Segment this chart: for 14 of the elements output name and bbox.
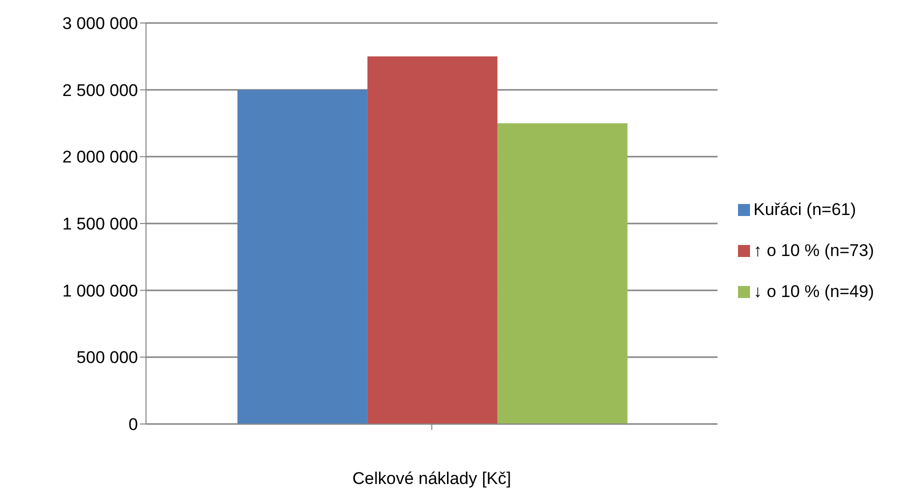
bar [367,56,498,424]
x-axis-title: Celkové náklady [Kč] [352,469,512,488]
legend-label: ↑ o 10 % (n=73) [754,240,874,260]
legend-label: Kuřáci (n=61) [754,200,856,218]
bar [237,90,368,424]
y-tick-label: 2 000 000 [62,148,138,167]
y-tick-label: 2 500 000 [62,80,138,100]
y-tick-label: 3 000 000 [62,14,138,34]
y-tick-label: 500 000 [76,348,138,368]
legend-label: ↓ o 10 % (n=49) [754,282,874,300]
bar [497,123,628,424]
y-tick-label: 1 500 000 [62,214,138,234]
y-tick-label: 0 [128,415,138,434]
y-tick-label: 1 000 000 [62,281,138,300]
